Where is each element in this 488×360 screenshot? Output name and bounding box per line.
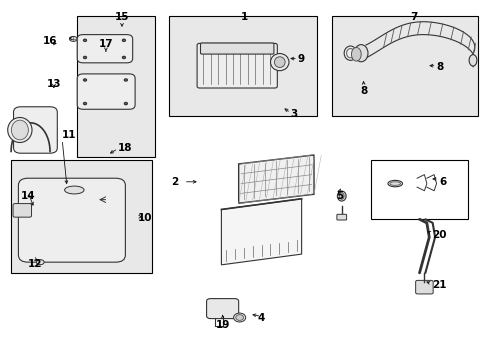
Ellipse shape	[468, 55, 476, 66]
Text: 1: 1	[241, 13, 247, 22]
Ellipse shape	[387, 180, 402, 187]
Ellipse shape	[83, 57, 86, 59]
Ellipse shape	[337, 191, 346, 201]
Ellipse shape	[83, 79, 86, 81]
Ellipse shape	[122, 57, 125, 59]
Text: 11: 11	[62, 130, 77, 140]
FancyBboxPatch shape	[200, 43, 273, 54]
Ellipse shape	[389, 182, 400, 185]
Text: 18: 18	[118, 143, 132, 153]
Text: 2: 2	[171, 177, 179, 187]
Bar	[331, 16, 477, 116]
Ellipse shape	[235, 315, 243, 320]
Text: 14: 14	[21, 191, 35, 201]
Text: 9: 9	[297, 54, 305, 64]
Text: 8: 8	[359, 86, 366, 96]
Polygon shape	[221, 199, 301, 265]
FancyBboxPatch shape	[197, 43, 277, 88]
FancyBboxPatch shape	[19, 178, 125, 262]
FancyBboxPatch shape	[13, 203, 31, 217]
Ellipse shape	[11, 120, 28, 140]
Ellipse shape	[83, 39, 86, 41]
Ellipse shape	[122, 39, 125, 41]
Ellipse shape	[344, 46, 356, 60]
Bar	[370, 160, 467, 219]
FancyBboxPatch shape	[336, 214, 346, 220]
Text: 8: 8	[436, 63, 443, 72]
Text: 4: 4	[257, 312, 264, 323]
Ellipse shape	[124, 103, 127, 105]
Ellipse shape	[351, 48, 361, 61]
Ellipse shape	[69, 36, 77, 41]
Ellipse shape	[339, 193, 344, 199]
Text: 17: 17	[99, 39, 113, 49]
Text: 12: 12	[28, 259, 42, 269]
Ellipse shape	[346, 49, 354, 58]
FancyBboxPatch shape	[77, 74, 135, 109]
Ellipse shape	[354, 45, 367, 62]
Bar	[169, 16, 317, 116]
FancyBboxPatch shape	[415, 280, 432, 294]
Ellipse shape	[36, 260, 44, 265]
Text: 15: 15	[115, 13, 129, 22]
Ellipse shape	[274, 57, 285, 67]
Ellipse shape	[8, 117, 32, 143]
Text: 13: 13	[46, 78, 61, 89]
Text: 20: 20	[431, 230, 445, 240]
Ellipse shape	[270, 54, 288, 71]
Text: 10: 10	[137, 212, 152, 222]
Text: 6: 6	[438, 177, 446, 187]
Text: 19: 19	[215, 320, 229, 330]
FancyBboxPatch shape	[14, 107, 57, 153]
Text: 21: 21	[431, 280, 445, 291]
Ellipse shape	[83, 103, 86, 105]
Polygon shape	[238, 155, 313, 203]
Ellipse shape	[233, 313, 245, 322]
Ellipse shape	[64, 186, 84, 194]
Bar	[77, 16, 154, 157]
Text: 3: 3	[290, 109, 297, 119]
Ellipse shape	[124, 79, 127, 81]
Bar	[11, 160, 152, 273]
Text: 5: 5	[335, 191, 342, 201]
FancyBboxPatch shape	[206, 298, 238, 319]
Text: 7: 7	[409, 13, 417, 22]
FancyBboxPatch shape	[77, 35, 132, 63]
Text: 16: 16	[42, 36, 57, 46]
